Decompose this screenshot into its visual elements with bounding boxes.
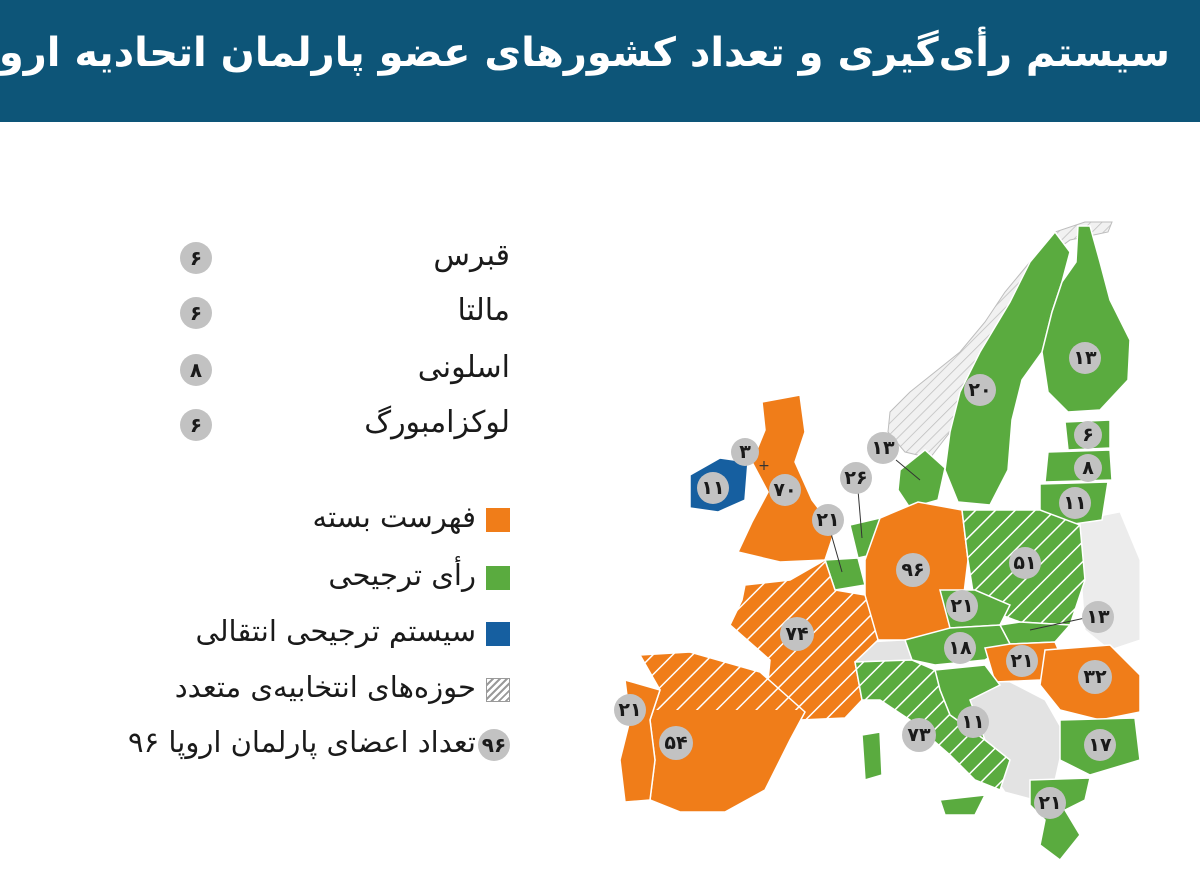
badge-spain: ۵۴ bbox=[664, 732, 687, 754]
badge-germany: ۹۶ bbox=[901, 559, 924, 581]
legend-closed-list: فهرست بسته bbox=[50, 500, 510, 540]
badge-portugal: ۲۱ bbox=[618, 699, 641, 721]
legend-label: تعداد اعضای پارلمان اروپا ۹۶ bbox=[128, 725, 476, 759]
country-name: اسلونی bbox=[417, 350, 510, 385]
small-state-slovenia: اسلونی ۸ bbox=[180, 350, 510, 390]
seat-badge-icon: ۹۶ bbox=[478, 729, 510, 761]
badge-sweden: ۲۰ bbox=[968, 379, 991, 401]
slovakia-region bbox=[998, 621, 1072, 645]
legend-label: رأی ترجیحی bbox=[328, 558, 476, 592]
sicily-region bbox=[938, 794, 987, 816]
seat-badge: ۶ bbox=[180, 297, 212, 329]
denmark-region bbox=[897, 449, 946, 509]
hatch-swatch-icon bbox=[486, 678, 510, 702]
legend-label: حوزه‌های انتخابیه‌ی متعدد bbox=[174, 670, 476, 704]
badge-croatia: ۱۱ bbox=[961, 711, 984, 733]
badge-ireland: ۱۱ bbox=[701, 477, 724, 499]
badge-netherlands: ۲۶ bbox=[844, 467, 867, 489]
badge-czech: ۲۱ bbox=[950, 595, 973, 617]
blue-swatch-icon bbox=[486, 622, 510, 646]
map-badges: ۱۳ ۲۰ ۶ ۸ ۱۱ ۱۳ ۲۶ ۲۱ ۳ ۱۱ ۷۰ ۹۶ ۵۱ ۲۱ ۱… bbox=[614, 342, 1116, 819]
small-state-luxembourg: لوکزامبورگ ۶ bbox=[180, 405, 510, 445]
badge-belgium: ۲۱ bbox=[816, 509, 839, 531]
header-bar: سیستم رأی‌گیری و تعداد کشورهای عضو پارلم… bbox=[0, 0, 1200, 122]
badge-romania: ۳۲ bbox=[1083, 666, 1107, 688]
badge-austria: ۱۸ bbox=[948, 637, 972, 659]
badge-poland: ۵۱ bbox=[1013, 552, 1036, 574]
green-swatch-icon bbox=[486, 566, 510, 590]
plus-marker: + bbox=[758, 458, 770, 474]
badge-lithuania: ۱۱ bbox=[1063, 492, 1086, 514]
badge-greece: ۲۱ bbox=[1038, 792, 1061, 814]
small-state-malta: مالتا ۶ bbox=[180, 293, 510, 333]
badge-uk: ۷۰ bbox=[773, 479, 796, 501]
callout-line bbox=[1029, 617, 1086, 631]
legend-stv: سیستم ترجیحی انتقالی bbox=[50, 614, 510, 654]
legend-label: فهرست بسته bbox=[312, 500, 476, 534]
badge-france: ۷۴ bbox=[785, 623, 808, 645]
legend-seats: ۹۶ تعداد اعضای پارلمان اروپا ۹۶ bbox=[50, 725, 510, 765]
greece-region bbox=[1029, 777, 1091, 862]
legend-label: سیستم ترجیحی انتقالی bbox=[195, 614, 476, 648]
country-name: مالتا bbox=[457, 293, 510, 328]
badge-latvia: ۸ bbox=[1082, 457, 1094, 479]
badge-northern-ireland: ۳ bbox=[739, 441, 751, 463]
europe-map: + ۱۳ ۲۰ ۶ ۸ ۱۱ ۱۳ ۲۶ ۲۱ ۳ ۱۱ ۷۰ ۹۶ ۵۱ ۲۱… bbox=[614, 221, 1141, 862]
small-state-cyprus: قبرس ۶ bbox=[180, 238, 510, 278]
callout-line bbox=[857, 489, 863, 539]
orange-swatch-icon bbox=[486, 508, 510, 532]
page-title: سیستم رأی‌گیری و تعداد کشورهای عضو پارلم… bbox=[0, 30, 1170, 76]
badge-estonia: ۶ bbox=[1082, 424, 1094, 446]
country-name: قبرس bbox=[433, 238, 510, 273]
seat-badge: ۶ bbox=[180, 409, 212, 441]
seat-badge: ۶ bbox=[180, 242, 212, 274]
legend-multiple-constituencies: حوزه‌های انتخابیه‌ی متعدد bbox=[50, 670, 510, 710]
callout-line bbox=[895, 459, 921, 481]
badge-slovakia: ۱۳ bbox=[1086, 606, 1110, 628]
callout-line bbox=[829, 529, 843, 573]
seat-badge: ۸ bbox=[180, 354, 212, 386]
badge-denmark: ۱۳ bbox=[871, 437, 895, 459]
legend-preferential: رأی ترجیحی bbox=[50, 558, 510, 598]
badge-bulgaria: ۱۷ bbox=[1088, 734, 1112, 756]
country-name: لوکزامبورگ bbox=[364, 405, 510, 440]
sardinia-region bbox=[861, 731, 883, 781]
finland-region bbox=[1041, 225, 1131, 413]
badge-italy: ۷۳ bbox=[907, 724, 931, 746]
badge-finland: ۱۳ bbox=[1073, 347, 1097, 369]
badge-hungary: ۲۱ bbox=[1010, 650, 1033, 672]
